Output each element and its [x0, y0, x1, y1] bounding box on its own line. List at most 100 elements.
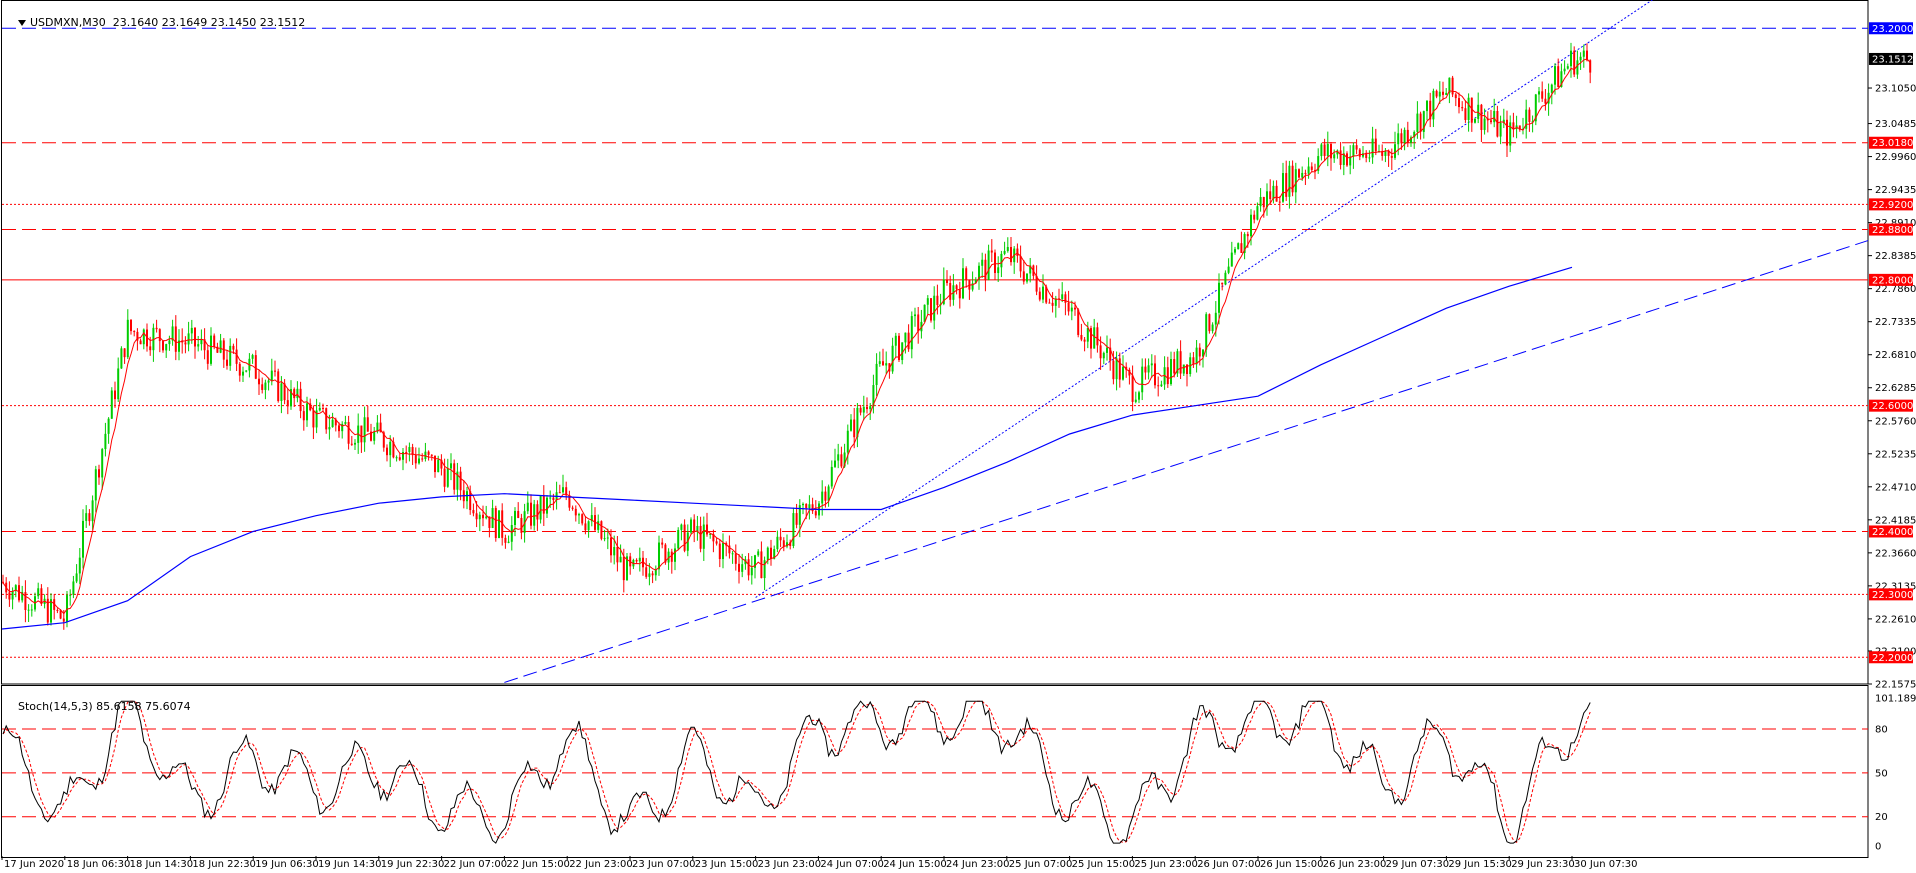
candle-down — [782, 540, 785, 547]
candle-down — [1400, 133, 1403, 144]
candle-up — [1371, 138, 1374, 158]
candle-down — [1451, 77, 1454, 95]
candle-down — [469, 491, 472, 511]
candle-down — [747, 559, 750, 576]
candle-down — [238, 363, 241, 376]
candle-down — [866, 406, 868, 410]
candle-up — [242, 371, 244, 376]
candle-down — [216, 346, 219, 353]
candle-up — [1538, 91, 1540, 95]
candle-down — [421, 458, 424, 460]
candle-down — [1186, 364, 1188, 374]
candle-up — [1525, 109, 1528, 129]
candle-down — [1314, 169, 1316, 171]
candle-down — [226, 359, 228, 366]
candle-up — [1000, 253, 1003, 268]
candle-down — [277, 371, 280, 401]
candle-up — [142, 329, 145, 345]
candle-up — [1422, 111, 1425, 132]
candle-down — [1074, 307, 1076, 310]
price-pane-frame — [1, 0, 1869, 685]
candle-up — [1554, 66, 1556, 85]
stoch-axis-label: 20 — [1875, 812, 1888, 823]
candle-up — [696, 525, 699, 532]
candle-up — [1160, 384, 1163, 387]
candle-down — [1496, 110, 1499, 137]
candle-up — [626, 556, 628, 581]
candle-up — [1326, 144, 1329, 157]
candle-up — [1566, 66, 1569, 69]
candle-up — [546, 497, 548, 514]
candle-up — [802, 503, 804, 506]
candle-up — [1224, 272, 1227, 285]
candle-down — [770, 547, 772, 559]
candle-up — [1176, 351, 1179, 374]
candle-down — [1083, 339, 1086, 342]
candle-up — [1282, 173, 1284, 202]
candle-up — [1266, 191, 1268, 208]
time-axis-label: 19 Jun 06:30 — [255, 859, 319, 869]
candle-up — [94, 469, 97, 501]
candle-down — [738, 563, 740, 572]
candle-down — [366, 417, 369, 432]
candle-up — [894, 335, 897, 346]
candle-down — [1221, 282, 1224, 285]
candle-down — [1589, 60, 1592, 73]
candle-up — [1182, 364, 1185, 374]
candle-up — [402, 451, 404, 460]
candle-down — [136, 331, 139, 341]
candle-up — [933, 295, 936, 321]
candle-down — [795, 513, 798, 525]
candle-up — [862, 406, 865, 413]
candle-down — [40, 588, 43, 604]
candle-down — [517, 510, 520, 518]
price-level-label: 23.0180 — [1872, 138, 1913, 149]
candle-up — [562, 487, 564, 493]
candle-down — [309, 403, 312, 411]
candle-down — [814, 511, 817, 516]
candle-down — [984, 259, 987, 280]
candle-down — [1291, 165, 1294, 193]
candle-down — [114, 390, 116, 400]
candle-up — [798, 505, 801, 525]
candle-up — [648, 573, 651, 577]
candle-down — [443, 468, 446, 487]
candle-up — [674, 548, 676, 562]
candle-down — [1346, 153, 1348, 166]
candle-down — [1464, 108, 1467, 120]
candle-up — [885, 363, 888, 366]
candle-up — [619, 556, 622, 563]
stoch-axis-label: 80 — [1875, 724, 1888, 735]
candle-down — [728, 545, 731, 554]
candle-down — [616, 547, 619, 563]
candle-down — [1128, 369, 1131, 376]
candle-down — [930, 298, 932, 321]
time-axis-label: 24 Jun 23:00 — [946, 859, 1010, 869]
candle-down — [1240, 243, 1243, 253]
stoch-signal-line — [2, 700, 1591, 843]
candle-down — [283, 383, 286, 401]
candle-down — [779, 536, 782, 541]
stoch-header: Stoch(14,5,3) 85.6158 75.6074 — [4, 687, 191, 726]
candle-up — [219, 340, 222, 353]
candle-up — [210, 335, 212, 364]
candle-down — [1528, 109, 1531, 122]
candle-down — [1358, 149, 1361, 157]
candle-up — [27, 609, 30, 611]
candle-up — [1579, 56, 1582, 61]
candle-down — [338, 425, 340, 432]
fast-ma-line — [2, 58, 1591, 615]
candle-up — [837, 454, 840, 461]
candle-up — [69, 594, 72, 596]
candle-up — [901, 342, 904, 361]
candle-down — [155, 327, 158, 330]
dropdown-triangle-icon[interactable] — [18, 20, 26, 26]
candle-down — [379, 422, 382, 433]
candle-up — [1502, 119, 1505, 123]
candle-up — [318, 407, 321, 411]
candle-up — [75, 573, 78, 582]
candle-down — [1166, 367, 1169, 385]
candle-up — [306, 403, 308, 421]
candle-up — [395, 457, 398, 459]
